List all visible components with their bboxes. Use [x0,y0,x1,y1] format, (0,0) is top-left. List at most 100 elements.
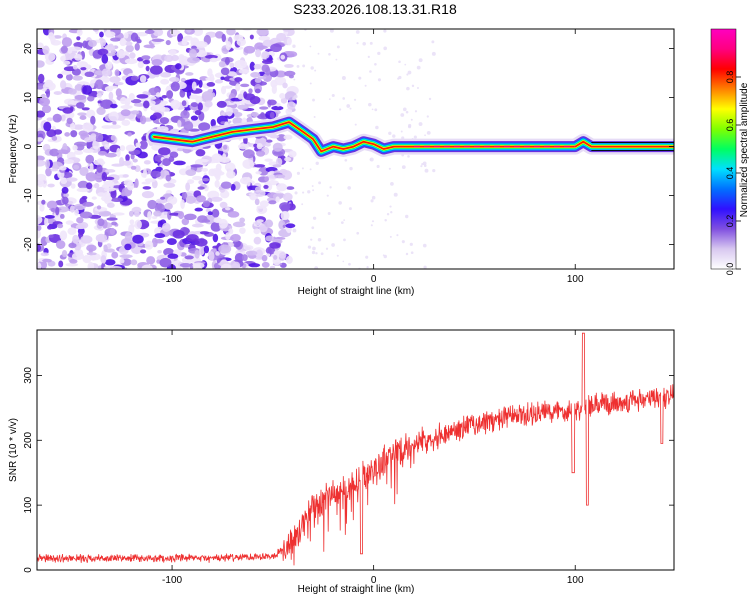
spectrogram-noise-cell [318,181,321,185]
spectrogram-noise-cell [338,201,342,205]
spectrogram-noise-cell [253,236,262,245]
spectrogram-noise-cell [355,30,360,34]
spectrogram-noise-cell [331,243,335,247]
spectrogram-noise-cell [282,192,293,202]
spectrogram-noise-cell [362,42,367,46]
spectrogram-noise-cell [249,34,254,40]
spectrogram-noise-cell [390,182,394,186]
spectrogram-noise-cell [130,224,135,228]
spectrogram-noise-cell [208,168,217,177]
spectrogram-noise-cell [130,259,138,266]
spectrogram-noise-cell [149,65,163,75]
spectrogram-noise-cell [37,243,42,252]
spectrogram-noise-cell [205,54,218,59]
spectrogram-noise-cell [340,221,344,225]
spectrogram-noise-cell [220,67,230,76]
spectrogram-noise-cell [37,173,47,181]
spectrogram-noise-cell [67,47,73,54]
spectrogram-noise-cell [371,195,376,200]
spectrogram-noise-cell [426,130,431,135]
spectrogram-noise-cell [61,186,69,194]
spectrogram-noise-cell [408,123,412,128]
spectrogram-noise-cell [126,181,135,191]
spectrogram-noise-cell [37,155,45,161]
spectrogram-noise-cell [272,164,282,168]
spectrogram-noise-cell [234,77,243,82]
spectrogram-noise-cell [195,41,208,48]
spectrogram-noise-cell [280,54,286,60]
spectrogram-noise-cell [63,60,71,65]
spectrogram-noise-cell [293,78,296,81]
spectrogram-noise-cell [220,85,227,95]
spectrogram-noise-cell [104,31,116,38]
spectrogram-noise-cell [311,185,314,188]
spectrogram-noise-cell [124,102,130,106]
spectrogram-noise-cell [261,51,270,59]
spectrogram-noise-cell [374,108,378,112]
spectrogram-noise-cell [37,110,46,118]
spectrogram-noise-cell [119,254,133,259]
spectrogram-noise-cell [63,192,69,198]
spectrogram-noise-cell [167,196,178,205]
spectrogram-noise-cell [79,115,87,120]
spectrogram-noise-cell [383,46,387,51]
spectrogram-noise-cell [371,220,375,223]
spectrogram-noise-cell [37,262,42,269]
spectrogram-noise-cell [108,111,119,122]
spectrogram-noise-cell [198,246,205,256]
spectrogram-noise-cell [269,265,276,269]
spectrogram-noise-cell [293,103,297,107]
spectrogram-noise-cell [369,158,372,161]
spectrogram-noise-cell [282,29,292,32]
spectrogram-noise-cell [76,61,88,68]
spectrogram-noise-cell [56,206,69,213]
spectrogram-noise-cell [72,234,80,244]
spectrogram-noise-cell [176,147,185,152]
x-tick-label: -100 [162,274,182,285]
spectrogram-noise-cell [95,132,104,143]
spectrogram-noise-cell [124,58,138,65]
spectrogram-noise-cell [136,94,149,99]
spectrogram-noise-cell [219,156,231,163]
spectrogram-noise-cell [184,213,197,221]
spectrogram-noise-cell [271,105,284,111]
spectrogram-noise-cell [50,207,56,213]
spectrogram-noise-cell [264,176,270,182]
spectrogram-noise-cell [135,31,148,37]
spectrogram-noise-cell [227,71,237,77]
spectrogram-noise-cell [284,63,294,68]
spectrogram-noise-cell [159,117,170,125]
spectrogram-noise-cell [407,155,410,158]
spectrogram-noise-cell [309,82,312,85]
spectrogram-noise-cell [64,132,71,137]
snr-panel: -100 0 100 0 100 200 300 Height of straight l… [8,329,675,595]
spectrogram-noise-cell [46,129,57,138]
spectrogram-noise-cell [94,79,104,90]
spectrogram-noise-cell [95,233,108,243]
colorbar-tick-label: 0.2 [725,215,735,228]
spectrogram-noise-cell [190,164,204,168]
spectrogram-noise-cell [100,195,113,202]
spectrogram-noise-cell [266,180,279,186]
spectrogram-noise-cell [75,224,87,230]
spectrogram-noise-cell [218,218,229,229]
spectrogram-noise-cell [99,31,104,38]
spectrogram-noise-cell [69,205,75,213]
spectrogram-noise-cell [124,41,133,46]
colorbar-tick-label: 0.0 [725,263,735,276]
snr-background [37,330,674,570]
spectrogram-noise-cell [245,250,258,256]
spectrogram-noise-cell [317,238,322,242]
spectrogram-noise-cell [329,29,334,33]
spectrogram-noise-cell [224,57,230,66]
spectrogram-noise-cell [151,38,165,42]
spectrogram-noise-cell [255,49,262,58]
spectrogram-noise-cell [242,149,255,159]
spectrogram-frame [36,28,675,270]
colorbar: 0.0 0.2 0.4 0.6 0.8 Normalized spectral ampl… [710,28,750,276]
spectrogram-noise-cell [263,184,269,189]
spectrogram-noise-cell [161,222,171,232]
spectrogram-noise-cell [343,238,346,242]
spectrogram-noise-cell [254,198,260,206]
spectrogram-noise-cell [235,83,241,92]
